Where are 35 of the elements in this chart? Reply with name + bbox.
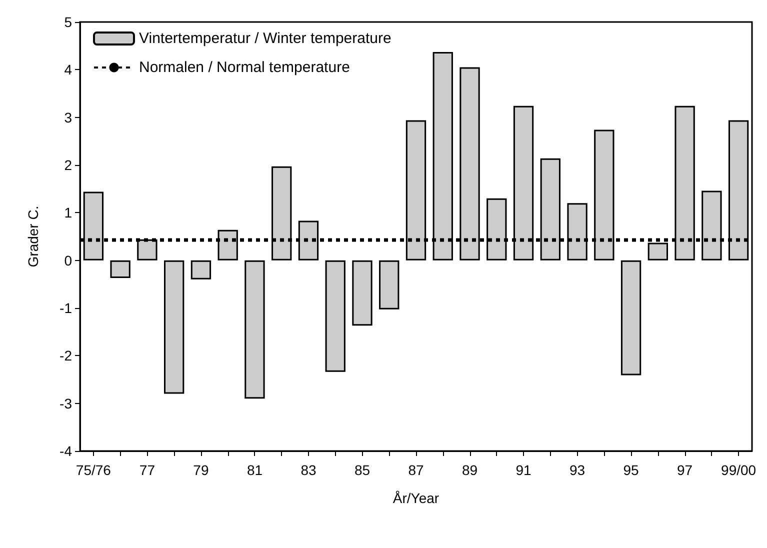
bar — [190, 260, 212, 280]
x-axis-title: År/Year — [392, 490, 440, 506]
y-tick-label: -4 — [60, 443, 72, 459]
y-tick-label: -2 — [60, 348, 72, 364]
x-tick-label: 81 — [246, 462, 263, 478]
x-tick-label: 95 — [623, 462, 640, 478]
bar — [379, 260, 400, 310]
x-tick-label: 85 — [354, 462, 370, 478]
x-tick-label: 91 — [516, 462, 532, 478]
y-tick-label: 4 — [64, 62, 72, 78]
bar — [352, 260, 372, 326]
x-tick-label: 93 — [569, 462, 586, 478]
x-tick-label: 77 — [139, 462, 156, 478]
bar — [620, 260, 642, 376]
bar — [325, 260, 346, 372]
legend-label: Vintertemperatur / Winter temperature — [139, 30, 392, 47]
y-tick-label: -3 — [60, 395, 72, 412]
x-tick-label: 83 — [300, 462, 316, 478]
bar — [164, 260, 184, 394]
x-tick-label: 79 — [193, 462, 209, 478]
x-tick-label: 99/00 — [721, 462, 756, 478]
y-axis-title: Grader C. — [25, 206, 41, 268]
legend-label: Normalen / Normal temperature — [139, 59, 350, 76]
y-tick-label: 0 — [64, 252, 72, 268]
x-tick-label: 87 — [408, 462, 424, 478]
x-tick-label: 97 — [677, 462, 693, 478]
bar — [110, 260, 130, 278]
y-tick-label: 2 — [64, 157, 72, 173]
x-tick-label: 75/76 — [76, 462, 112, 478]
y-tick-label: 5 — [64, 14, 72, 30]
y-tick-label: 1 — [64, 204, 72, 221]
y-tick-label: 3 — [64, 109, 72, 126]
x-tick-label: 89 — [462, 462, 478, 478]
bar — [244, 260, 265, 399]
y-tick-label: -1 — [60, 300, 72, 316]
